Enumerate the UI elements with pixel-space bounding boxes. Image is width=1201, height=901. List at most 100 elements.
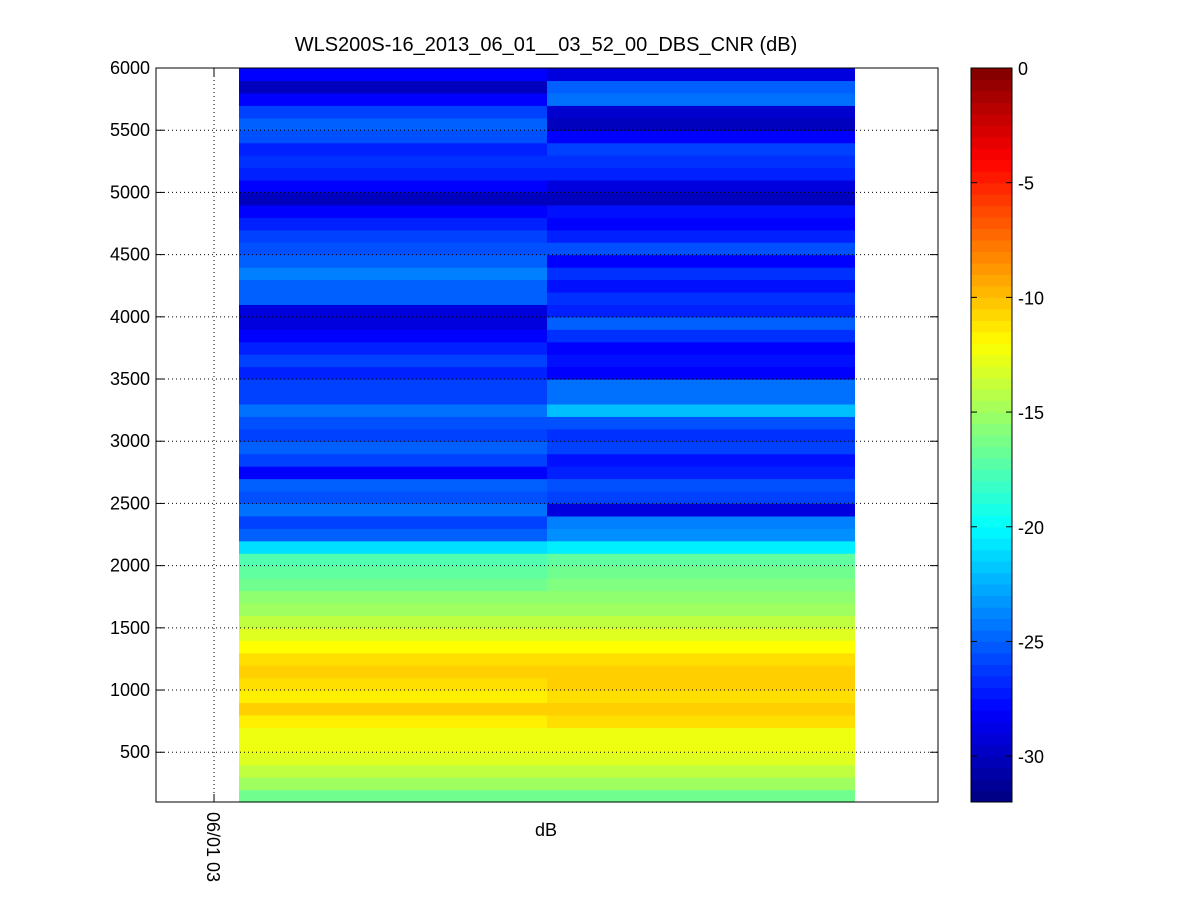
heatmap-cell <box>239 279 547 293</box>
colorbar-segment <box>971 308 1012 321</box>
heatmap-cell <box>239 565 547 579</box>
colorbar-segment <box>971 480 1012 493</box>
heatmap-cell <box>547 466 855 480</box>
colorbar-segment <box>971 182 1012 195</box>
heatmap-cell <box>239 528 547 542</box>
heatmap-cell <box>547 204 855 218</box>
heatmap-cell <box>239 329 547 343</box>
heatmap-cell <box>547 254 855 268</box>
x-axis: 06/01 03 <box>203 68 223 882</box>
heatmap-cell <box>239 242 547 256</box>
heatmap-cell <box>239 366 547 380</box>
y-tick-label: 2500 <box>110 493 150 513</box>
heatmap-cell <box>547 403 855 417</box>
colorbar-tick-label: 0 <box>1018 59 1028 79</box>
heatmap-cell <box>239 267 547 281</box>
heatmap-cell <box>239 105 547 119</box>
colorbar-segment <box>971 595 1012 608</box>
colorbar-segment <box>971 779 1012 792</box>
colorbar-tick-label: -30 <box>1018 747 1044 767</box>
heatmap-cell <box>547 229 855 243</box>
heatmap-cell <box>547 416 855 430</box>
heatmap-cell <box>547 590 855 604</box>
y-tick-label: 500 <box>120 742 150 762</box>
heatmap-cell <box>239 540 547 554</box>
y-tick-label: 4500 <box>110 245 150 265</box>
plot-frame <box>155 67 939 803</box>
heatmap-cell <box>239 752 547 766</box>
heatmap-cell <box>547 665 855 679</box>
colorbar-segment <box>971 102 1012 115</box>
colorbar-segment <box>971 251 1012 264</box>
heatmap-cell <box>547 354 855 368</box>
heatmap-cell <box>239 391 547 405</box>
colorbar-segment <box>971 515 1012 528</box>
heatmap-cell <box>239 739 547 753</box>
chart-title: WLS200S-16_2013_06_01__03_52_00_DBS_CNR … <box>295 34 798 56</box>
heatmap-cell <box>547 565 855 579</box>
heatmap-cell <box>239 229 547 243</box>
colorbar-segment <box>971 526 1012 539</box>
heatmap-cell <box>239 68 547 82</box>
colorbar-segment <box>971 90 1012 103</box>
colorbar-segment <box>971 171 1012 184</box>
heatmap-cell <box>547 714 855 728</box>
heatmap-cell <box>547 341 855 355</box>
heatmap-cell <box>547 366 855 380</box>
y-tick-label: 4000 <box>110 307 150 327</box>
colorbar-segment <box>971 652 1012 665</box>
colorbar-segment <box>971 68 1012 80</box>
heatmap-cell <box>547 528 855 542</box>
heatmap-cell <box>239 167 547 181</box>
colorbar-segment <box>971 469 1012 482</box>
heatmap-cell <box>547 267 855 281</box>
colorbar-segment <box>971 767 1012 780</box>
colorbar-segment <box>971 618 1012 631</box>
colorbar-segment <box>971 675 1012 688</box>
heatmap-cell <box>239 217 547 231</box>
heatmap-cell <box>547 615 855 629</box>
colorbar-tick-label: -5 <box>1018 174 1034 194</box>
colorbar-frame <box>970 67 1013 803</box>
colorbar-segment <box>971 549 1012 562</box>
heatmap-cell <box>547 764 855 778</box>
heatmap-cell <box>239 478 547 492</box>
colorbar-segment <box>971 148 1012 161</box>
heatmap-cell <box>547 217 855 231</box>
colorbar-segment <box>971 457 1012 470</box>
heatmap-cell <box>239 627 547 641</box>
heatmap-cell <box>547 677 855 691</box>
colorbar-segment <box>971 435 1012 447</box>
heatmap-cell <box>547 752 855 766</box>
heatmap-cell <box>239 714 547 728</box>
heatmap-cell <box>239 727 547 741</box>
colorbar-segment <box>971 262 1012 275</box>
colorbar-tick-label: -15 <box>1018 403 1044 423</box>
y-tick-label: 3000 <box>110 431 150 451</box>
colorbar-segment <box>971 79 1012 92</box>
heatmap-cell <box>547 291 855 305</box>
colorbar-segment <box>971 744 1012 757</box>
colorbar-segment <box>971 423 1012 436</box>
heatmap-cell <box>239 92 547 106</box>
heatmap-cell <box>239 515 547 529</box>
heatmap-cell <box>239 316 547 330</box>
y-axis: 500 1000 1500 2000 2500 3000 3500 4000 4500 5000 5… <box>110 58 938 762</box>
heatmap-cell <box>547 602 855 616</box>
colorbar-segment <box>971 159 1012 172</box>
y-tick-label: 1500 <box>110 618 150 638</box>
x-axis-label: dB <box>535 820 557 840</box>
heatmap-cell <box>547 316 855 330</box>
heatmap-cell <box>239 379 547 393</box>
y-tick-label: 5500 <box>110 120 150 140</box>
heatmap-cell <box>547 727 855 741</box>
colorbar-segment <box>971 320 1012 333</box>
heatmap-cell <box>239 80 547 94</box>
heatmap-cell <box>547 379 855 393</box>
heatmap-cell <box>547 652 855 666</box>
heatmap-cell <box>547 640 855 654</box>
heatmap-cell <box>547 130 855 144</box>
heatmap-cell <box>239 764 547 778</box>
colorbar-segment <box>971 389 1012 402</box>
